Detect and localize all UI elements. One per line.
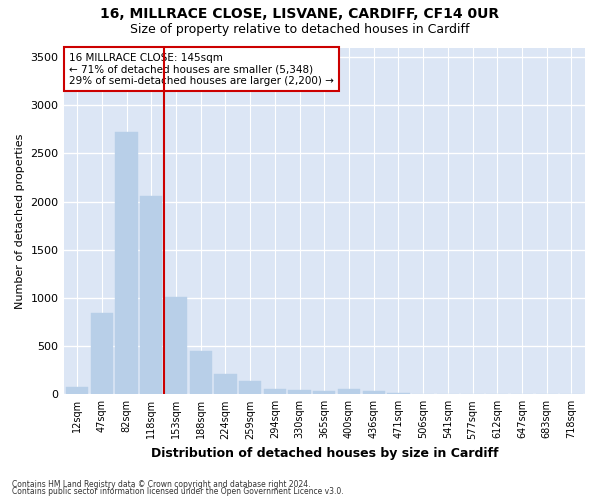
Y-axis label: Number of detached properties: Number of detached properties <box>15 133 25 308</box>
Bar <box>239 381 261 394</box>
Bar <box>66 387 88 394</box>
Text: Size of property relative to detached houses in Cardiff: Size of property relative to detached ho… <box>130 22 470 36</box>
Bar <box>313 392 335 394</box>
Bar <box>387 393 410 394</box>
Bar <box>115 132 137 394</box>
Bar <box>91 314 113 394</box>
Text: Contains public sector information licensed under the Open Government Licence v3: Contains public sector information licen… <box>12 487 344 496</box>
Bar <box>264 390 286 394</box>
Bar <box>289 390 311 394</box>
Text: 16, MILLRACE CLOSE, LISVANE, CARDIFF, CF14 0UR: 16, MILLRACE CLOSE, LISVANE, CARDIFF, CF… <box>100 8 500 22</box>
X-axis label: Distribution of detached houses by size in Cardiff: Distribution of detached houses by size … <box>151 447 498 460</box>
Bar <box>190 351 212 395</box>
Text: Contains HM Land Registry data © Crown copyright and database right 2024.: Contains HM Land Registry data © Crown c… <box>12 480 311 489</box>
Bar <box>362 392 385 394</box>
Text: 16 MILLRACE CLOSE: 145sqm
← 71% of detached houses are smaller (5,348)
29% of se: 16 MILLRACE CLOSE: 145sqm ← 71% of detac… <box>69 52 334 86</box>
Bar <box>165 297 187 394</box>
Bar <box>140 196 163 394</box>
Bar <box>214 374 236 394</box>
Bar <box>338 388 360 394</box>
